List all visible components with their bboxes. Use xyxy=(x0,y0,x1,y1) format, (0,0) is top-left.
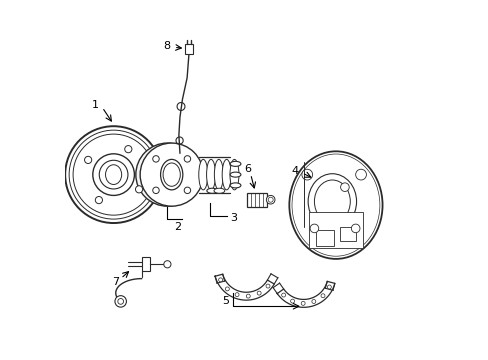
Circle shape xyxy=(320,294,325,298)
Circle shape xyxy=(340,183,348,192)
Circle shape xyxy=(351,224,359,233)
Text: 6: 6 xyxy=(244,164,251,174)
Text: 4: 4 xyxy=(291,166,298,176)
Circle shape xyxy=(257,291,261,295)
Circle shape xyxy=(267,197,273,202)
Ellipse shape xyxy=(198,159,207,190)
Circle shape xyxy=(152,187,159,194)
Ellipse shape xyxy=(229,159,239,190)
Text: 8: 8 xyxy=(163,41,170,50)
Bar xyxy=(308,212,362,248)
Circle shape xyxy=(69,130,158,219)
Circle shape xyxy=(218,278,222,282)
Circle shape xyxy=(135,186,142,193)
Ellipse shape xyxy=(314,180,349,223)
Circle shape xyxy=(95,197,102,204)
Circle shape xyxy=(281,293,285,297)
Polygon shape xyxy=(267,274,277,284)
Ellipse shape xyxy=(230,183,241,188)
Ellipse shape xyxy=(206,188,217,193)
Circle shape xyxy=(311,300,315,303)
Ellipse shape xyxy=(289,151,382,259)
Text: 1: 1 xyxy=(92,100,99,110)
Bar xyxy=(246,193,267,207)
Ellipse shape xyxy=(160,159,183,190)
Circle shape xyxy=(184,156,190,162)
Ellipse shape xyxy=(230,161,241,166)
Ellipse shape xyxy=(105,165,122,184)
Ellipse shape xyxy=(206,159,215,190)
Ellipse shape xyxy=(222,159,231,190)
Ellipse shape xyxy=(163,163,180,186)
Circle shape xyxy=(99,160,128,189)
Polygon shape xyxy=(215,274,274,300)
Bar xyxy=(142,257,150,271)
Ellipse shape xyxy=(291,154,379,256)
Circle shape xyxy=(301,169,312,180)
Circle shape xyxy=(246,294,250,298)
Circle shape xyxy=(265,284,269,288)
Circle shape xyxy=(152,156,159,162)
Circle shape xyxy=(124,145,132,153)
Circle shape xyxy=(184,187,190,194)
Circle shape xyxy=(355,169,366,180)
Text: 3: 3 xyxy=(230,213,237,222)
Circle shape xyxy=(93,154,134,195)
Text: 2: 2 xyxy=(174,222,182,232)
Polygon shape xyxy=(277,282,334,307)
Circle shape xyxy=(309,224,318,233)
Circle shape xyxy=(136,143,199,206)
Circle shape xyxy=(225,287,229,291)
Bar xyxy=(339,226,355,241)
Text: 5: 5 xyxy=(222,296,229,306)
Text: 7: 7 xyxy=(112,277,119,287)
Circle shape xyxy=(290,299,294,303)
Circle shape xyxy=(140,143,203,206)
Circle shape xyxy=(301,301,305,305)
Ellipse shape xyxy=(214,188,224,193)
Circle shape xyxy=(235,293,239,297)
Polygon shape xyxy=(273,283,283,293)
Ellipse shape xyxy=(230,172,241,177)
Ellipse shape xyxy=(307,174,356,229)
Circle shape xyxy=(326,285,331,289)
Bar xyxy=(316,230,333,246)
Circle shape xyxy=(266,195,274,204)
Polygon shape xyxy=(325,282,334,290)
Polygon shape xyxy=(215,274,224,283)
Circle shape xyxy=(115,296,126,307)
Circle shape xyxy=(65,126,162,223)
Circle shape xyxy=(118,298,123,304)
Circle shape xyxy=(73,134,154,215)
Bar xyxy=(185,44,193,54)
Circle shape xyxy=(84,156,92,163)
Ellipse shape xyxy=(214,159,223,190)
Circle shape xyxy=(163,261,171,268)
